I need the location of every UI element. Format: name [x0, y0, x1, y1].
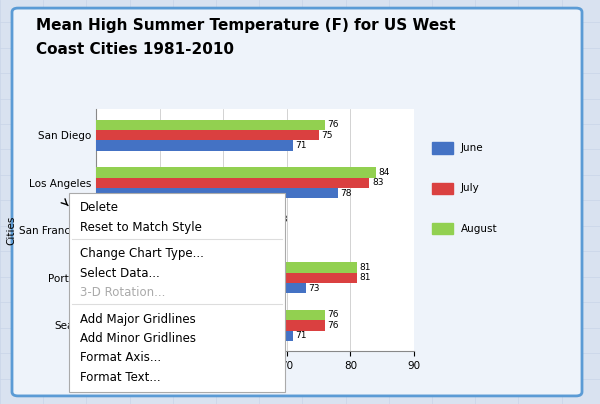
FancyBboxPatch shape — [69, 193, 285, 392]
Text: Select Data...: Select Data... — [80, 267, 160, 280]
Text: 3-D Rotation...: 3-D Rotation... — [80, 286, 165, 299]
Text: Reset to Match Style: Reset to Match Style — [80, 221, 202, 234]
Text: August: August — [461, 224, 497, 234]
Text: Add Major Gridlines: Add Major Gridlines — [80, 313, 196, 326]
Text: 67: 67 — [270, 226, 282, 235]
Text: June: June — [461, 143, 484, 153]
Bar — [0, 283, 306, 293]
Text: Change Chart Type...: Change Chart Type... — [80, 247, 203, 260]
Text: 68: 68 — [277, 215, 288, 224]
Text: Format Text...: Format Text... — [80, 371, 160, 384]
Bar — [0, 167, 376, 177]
FancyBboxPatch shape — [12, 8, 582, 396]
Bar — [0, 141, 293, 151]
Bar — [0, 236, 262, 246]
Text: 84: 84 — [379, 168, 390, 177]
Bar — [0, 188, 338, 198]
Text: 83: 83 — [372, 178, 383, 187]
Text: 81: 81 — [359, 274, 371, 282]
Text: Mean High Summer Temperature (F) for US West: Mean High Summer Temperature (F) for US … — [36, 18, 455, 33]
Text: 76: 76 — [328, 310, 339, 320]
Text: July: July — [461, 183, 479, 193]
Bar — [0, 262, 357, 273]
Text: 75: 75 — [321, 131, 332, 140]
Text: 76: 76 — [328, 120, 339, 129]
Text: Delete: Delete — [80, 201, 119, 214]
Text: 66: 66 — [264, 236, 275, 245]
Bar — [0, 320, 325, 330]
Text: 81: 81 — [359, 263, 371, 272]
Text: 78: 78 — [340, 189, 352, 198]
Bar — [0, 215, 274, 225]
Bar — [0, 225, 268, 236]
Text: 71: 71 — [296, 331, 307, 340]
Text: 71: 71 — [296, 141, 307, 150]
Bar — [0, 309, 325, 320]
Bar — [0, 130, 319, 141]
Bar — [0, 330, 293, 341]
Text: Add Minor Gridlines: Add Minor Gridlines — [80, 332, 196, 345]
Y-axis label: Cities: Cities — [7, 216, 17, 245]
Text: 73: 73 — [308, 284, 320, 293]
Text: Format Axis...: Format Axis... — [80, 351, 161, 364]
Bar — [0, 177, 370, 188]
Bar — [0, 120, 325, 130]
Text: 76: 76 — [328, 321, 339, 330]
Bar — [0, 273, 357, 283]
Text: Coast Cities 1981-2010: Coast Cities 1981-2010 — [36, 42, 234, 57]
